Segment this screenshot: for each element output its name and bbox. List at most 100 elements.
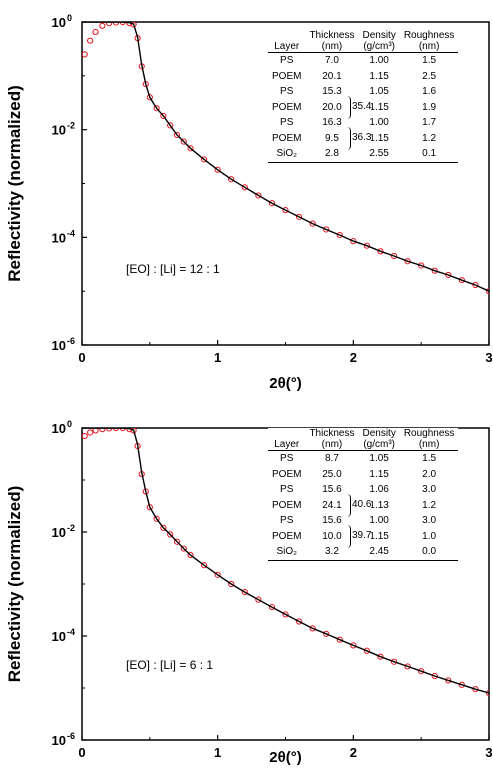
measured-point [323,630,330,637]
col-header-layer: Layer [268,428,306,451]
y-tick-label: 10 [52,15,66,30]
cell-thickness: 3.2 [305,544,359,561]
measured-point [241,588,248,596]
cell-thickness: 7.0 [325,55,339,67]
y-tick-exponent: -2 [67,523,75,533]
y-tick-exponent: -6 [67,731,75,741]
cell-roughness: 2.0 [422,468,437,480]
table-row: SiO₂ 3.2 2.45 0.0 [268,544,459,561]
cell-thickness: 15.6 [322,484,342,496]
cell-density: 2.45 [358,544,400,561]
measured-point [119,22,126,26]
x-tick-label: 3 [485,350,492,365]
cell-roughness: 2.5 [422,70,437,82]
y-tick-label: 10 [52,230,66,245]
cell-density: 1.05 [369,86,389,98]
cell-roughness: 1.2 [422,132,437,144]
measured-point [130,22,137,28]
measured-point [255,192,262,199]
x-tick-label: 0 [78,745,85,760]
table-row: SiO₂ 2.8 2.55 0.1 [268,146,459,163]
measured-point [472,281,479,289]
measured-point [87,37,94,44]
measured-point [295,213,303,220]
bracket-icon [346,494,351,517]
col-header-roughness: Roughness (nm) [399,30,459,53]
table-row: POEM 20.0 1.15 1.9 [268,100,458,116]
measured-point [187,145,194,152]
cell-thickness: 15.6 [322,515,342,527]
bracket-icon [346,525,351,548]
measured-point [82,432,88,440]
cell-thickness: 25.0 [322,468,342,480]
cell-density: 1.15 [369,468,389,480]
chart-panel-top: 0 1 2 3 10 0 10 -2 10 -4 10 -6 2θ(°) Reflectivity (no… [5,13,493,392]
table-row: POEM 20.1 1.15 2.5 [268,69,458,85]
measured-point [228,580,235,588]
measured-point [160,112,167,120]
cell-density: 2.55 [358,146,400,163]
measured-point [336,636,343,643]
table-header-row: Layer Thickness (nm) Density (g/cm³) Rough… [268,428,459,451]
table-row: PS 16.3 1.00 1.7 [268,115,458,131]
cell-thickness: 20.0 [322,101,342,113]
measured-point [282,611,289,618]
measured-point [458,681,465,688]
cell-layer: SiO₂ [268,544,306,561]
measured-point [153,105,160,112]
measured-point [295,618,303,625]
table-row: PS 8.7 1.05 1.5 [268,451,458,467]
measured-point [92,428,99,434]
measured-point [92,28,99,36]
table-row: PS 15.6 1.06 3.0 [268,482,458,498]
measured-point [282,207,289,214]
x-tick-label: 2 [350,745,357,760]
cell-density: 1.00 [369,55,389,67]
ratio-annotation-bottom: [EO] : [Li] = 6 : 1 [126,658,214,672]
cell-layer: POEM [272,468,302,480]
table-row: POEM 9.5 1.15 1.2 [268,131,458,147]
measured-point [363,647,370,654]
cell-roughness: 1.6 [422,86,437,98]
cell-layer: POEM [272,499,302,511]
cell-roughness: 1.7 [422,117,437,129]
x-tick-label: 1 [214,350,221,365]
fit-line [82,22,489,292]
table-row: POEM 10.0 1.15 1.0 [268,529,458,545]
cell-layer: POEM [272,101,302,113]
cell-layer: POEM [272,132,302,144]
bracket-icon [346,127,351,150]
fit-line [82,428,489,694]
cell-thickness: 9.5 [325,132,339,144]
measured-point [214,166,221,173]
measured-point [180,545,187,552]
measured-point [173,538,181,545]
measured-point [167,122,174,129]
measured-point [485,689,489,697]
measured-point [99,22,106,29]
measured-point [458,277,465,284]
plot-area [82,22,489,295]
cell-thickness: 8.7 [325,453,339,465]
cell-thickness: 20.1 [322,70,342,82]
x-tick-label: 0 [78,350,85,365]
measured-point [106,22,113,27]
y-axis-title: Reflectivity (normalized) [5,486,24,683]
cell-layer: SiO₂ [268,146,306,163]
cell-roughness: 0.1 [399,146,459,163]
measured-point [130,428,137,434]
cell-layer: PS [280,86,294,98]
cell-layer: PS [280,515,294,527]
x-axis-title: 2θ(°) [269,749,301,766]
measured-point [445,271,452,279]
measured-point [241,184,248,191]
plot-area [82,428,489,697]
table-row: POEM 25.0 1.15 2.0 [268,467,458,483]
measured-point [146,94,153,101]
cell-layer: POEM [272,70,302,82]
measured-point [377,653,384,660]
bracket-icon [346,96,351,119]
measured-point [472,686,479,693]
cell-roughness: 1.0 [422,530,437,542]
